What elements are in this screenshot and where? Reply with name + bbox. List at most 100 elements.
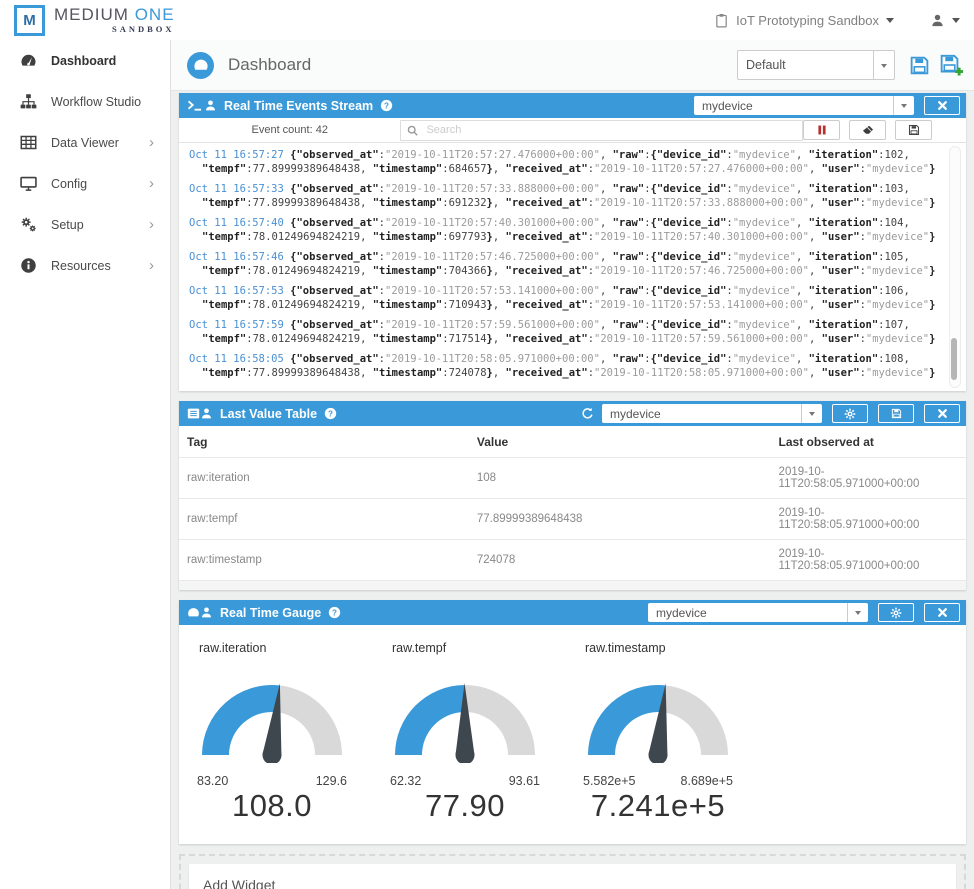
log-entry: Oct 11 16:57:33 {"observed_at":"2019-10-… bbox=[189, 183, 936, 209]
scrollbar-thumb[interactable] bbox=[951, 338, 957, 380]
events-log: Oct 11 16:57:27 {"observed_at":"2019-10-… bbox=[179, 143, 966, 391]
sitemap-icon bbox=[20, 93, 37, 110]
last-value-table-header: Last Value Table ? mydevice bbox=[179, 401, 966, 426]
events-toolbar: Event count: 42 bbox=[179, 118, 966, 143]
gauge-device-select[interactable]: mydevice bbox=[648, 603, 868, 622]
sidebar-item-config[interactable]: Config › bbox=[0, 163, 170, 204]
log-entry: Oct 11 16:57:59 {"observed_at":"2019-10-… bbox=[189, 319, 936, 345]
event-count: Event count: 42 bbox=[251, 124, 328, 136]
chevron-down-icon bbox=[952, 17, 960, 27]
cell-last-observed: 2019-10-11T20:58:05.971000+00:00 bbox=[770, 498, 966, 540]
help-icon[interactable]: ? bbox=[380, 99, 393, 112]
brand-subtitle: SANDBOX bbox=[111, 24, 175, 35]
events-close-button[interactable] bbox=[924, 96, 960, 115]
sidebar-item-workflow-studio[interactable]: Workflow Studio bbox=[0, 81, 170, 122]
table-save-button[interactable] bbox=[878, 404, 914, 423]
close-icon bbox=[937, 100, 948, 111]
gauge-label: raw.iteration bbox=[199, 641, 267, 655]
log-entry: Oct 11 16:57:46 {"observed_at":"2019-10-… bbox=[189, 251, 936, 277]
terminal-icon bbox=[187, 99, 204, 112]
gauge-panel-header: Real Time Gauge ? mydevice bbox=[179, 600, 966, 625]
cell-last-observed: 2019-10-11T20:58:05.971000+00:00 bbox=[770, 457, 966, 499]
gauge-body: raw.iteration 83.20 129.6 108.0 raw.temp… bbox=[179, 625, 966, 844]
gauge-dial bbox=[187, 667, 357, 768]
save-stream-button[interactable] bbox=[895, 120, 932, 140]
gauge-min: 62.32 bbox=[390, 774, 422, 788]
gauge-value: 108.0 bbox=[231, 788, 313, 823]
column-header-last-observed: Last observed at bbox=[778, 435, 874, 449]
events-search-box bbox=[400, 119, 803, 141]
sidebar-item-label: Setup bbox=[51, 217, 84, 232]
sandbox-selector-label: IoT Prototyping Sandbox bbox=[736, 12, 879, 28]
svg-text:?: ? bbox=[328, 409, 333, 418]
gauge-max: 93.61 bbox=[508, 774, 540, 788]
gauge-panel: Real Time Gauge ? mydevice raw.iteration… bbox=[179, 600, 966, 844]
gauge-dial bbox=[380, 667, 550, 768]
brand-logo: M MEDIUM ONE SANDBOX bbox=[14, 4, 175, 36]
sidebar-item-setup[interactable]: Setup › bbox=[0, 204, 170, 245]
page-header: Dashboard Default bbox=[171, 40, 974, 91]
last-value-table: Tag Value Last observed at raw:iteration… bbox=[179, 426, 966, 580]
gauge-max: 129.6 bbox=[315, 774, 347, 788]
save-dashboard-button[interactable] bbox=[909, 55, 930, 76]
chevron-down-icon bbox=[801, 404, 822, 423]
table-row: raw:tempf 77.89999389648438 2019-10-11T2… bbox=[179, 498, 966, 540]
cell-value: 108 bbox=[468, 457, 771, 499]
chevron-right-icon: › bbox=[149, 216, 154, 233]
clear-stream-button[interactable] bbox=[849, 120, 886, 140]
top-bar: M MEDIUM ONE SANDBOX IoT Prototyping San… bbox=[0, 0, 974, 40]
scrollbar-track[interactable] bbox=[949, 146, 961, 388]
list-icon bbox=[187, 407, 200, 420]
log-entry: Oct 11 16:57:53 {"observed_at":"2019-10-… bbox=[189, 285, 936, 311]
gauge-block: raw.tempf 62.32 93.61 77.90 bbox=[380, 639, 573, 824]
events-stream-header: Real Time Events Stream ? mydevice bbox=[179, 93, 966, 118]
sidebar: Dashboard Workflow Studio Data Viewer › … bbox=[0, 40, 171, 889]
tachometer-icon bbox=[193, 57, 209, 73]
user-menu[interactable] bbox=[930, 13, 960, 28]
gauge-label: raw.timestamp bbox=[585, 641, 666, 655]
sidebar-item-resources[interactable]: Resources › bbox=[0, 245, 170, 286]
chevron-down-icon bbox=[873, 51, 894, 79]
dashboard-select[interactable]: Default bbox=[737, 50, 895, 80]
gauge-block: raw.timestamp 5.582e+5 8.689e+5 7.241e+5 bbox=[573, 639, 766, 824]
sidebar-item-label: Resources bbox=[51, 258, 111, 273]
table-close-button[interactable] bbox=[924, 404, 960, 423]
sidebar-item-label: Dashboard bbox=[51, 53, 117, 68]
sidebar-item-data-viewer[interactable]: Data Viewer › bbox=[0, 122, 170, 163]
cell-tag: raw:timestamp bbox=[179, 539, 469, 580]
log-entry: Oct 11 16:57:40 {"observed_at":"2019-10-… bbox=[189, 217, 936, 243]
refresh-icon[interactable] bbox=[581, 407, 594, 420]
chevron-down-icon bbox=[847, 603, 868, 622]
gauge-dial bbox=[573, 667, 743, 768]
sidebar-item-dashboard[interactable]: Dashboard bbox=[0, 40, 170, 81]
events-device-select[interactable]: mydevice bbox=[694, 96, 914, 115]
tachometer-icon bbox=[187, 606, 200, 619]
sandbox-selector[interactable]: IoT Prototyping Sandbox bbox=[714, 13, 894, 28]
save-icon bbox=[908, 124, 920, 136]
pause-stream-button[interactable] bbox=[803, 120, 840, 140]
sidebar-item-label: Workflow Studio bbox=[51, 94, 142, 109]
events-search-input[interactable] bbox=[424, 123, 796, 137]
gauge-close-button[interactable] bbox=[924, 603, 960, 622]
gauge-label: raw.tempf bbox=[392, 641, 447, 655]
help-icon[interactable]: ? bbox=[324, 407, 337, 420]
last-value-table-panel: Last Value Table ? mydevice Tag bbox=[179, 401, 966, 590]
column-header-value: Value bbox=[476, 435, 509, 449]
dashboard-content: Real Time Events Stream ? mydevice Event… bbox=[171, 91, 974, 889]
chevron-down-icon bbox=[893, 96, 914, 115]
cell-last-observed: 2019-10-11T20:58:05.971000+00:00 bbox=[770, 539, 966, 580]
save-dashboard-as-button[interactable] bbox=[939, 53, 964, 77]
help-icon[interactable]: ? bbox=[328, 606, 341, 619]
clipboard-icon bbox=[714, 13, 729, 28]
gear-icon bbox=[844, 408, 856, 420]
table-settings-button[interactable] bbox=[832, 404, 868, 423]
brand-name: MEDIUM ONE bbox=[54, 5, 175, 25]
svg-text:?: ? bbox=[332, 608, 337, 617]
column-header-tag: Tag bbox=[187, 435, 208, 449]
user-icon bbox=[200, 407, 213, 420]
table-row: raw:iteration 108 2019-10-11T20:58:05.97… bbox=[179, 457, 966, 499]
gauge-settings-button[interactable] bbox=[878, 603, 914, 622]
user-icon bbox=[200, 606, 213, 619]
sidebar-item-label: Config bbox=[51, 176, 88, 191]
table-device-select[interactable]: mydevice bbox=[602, 404, 822, 423]
